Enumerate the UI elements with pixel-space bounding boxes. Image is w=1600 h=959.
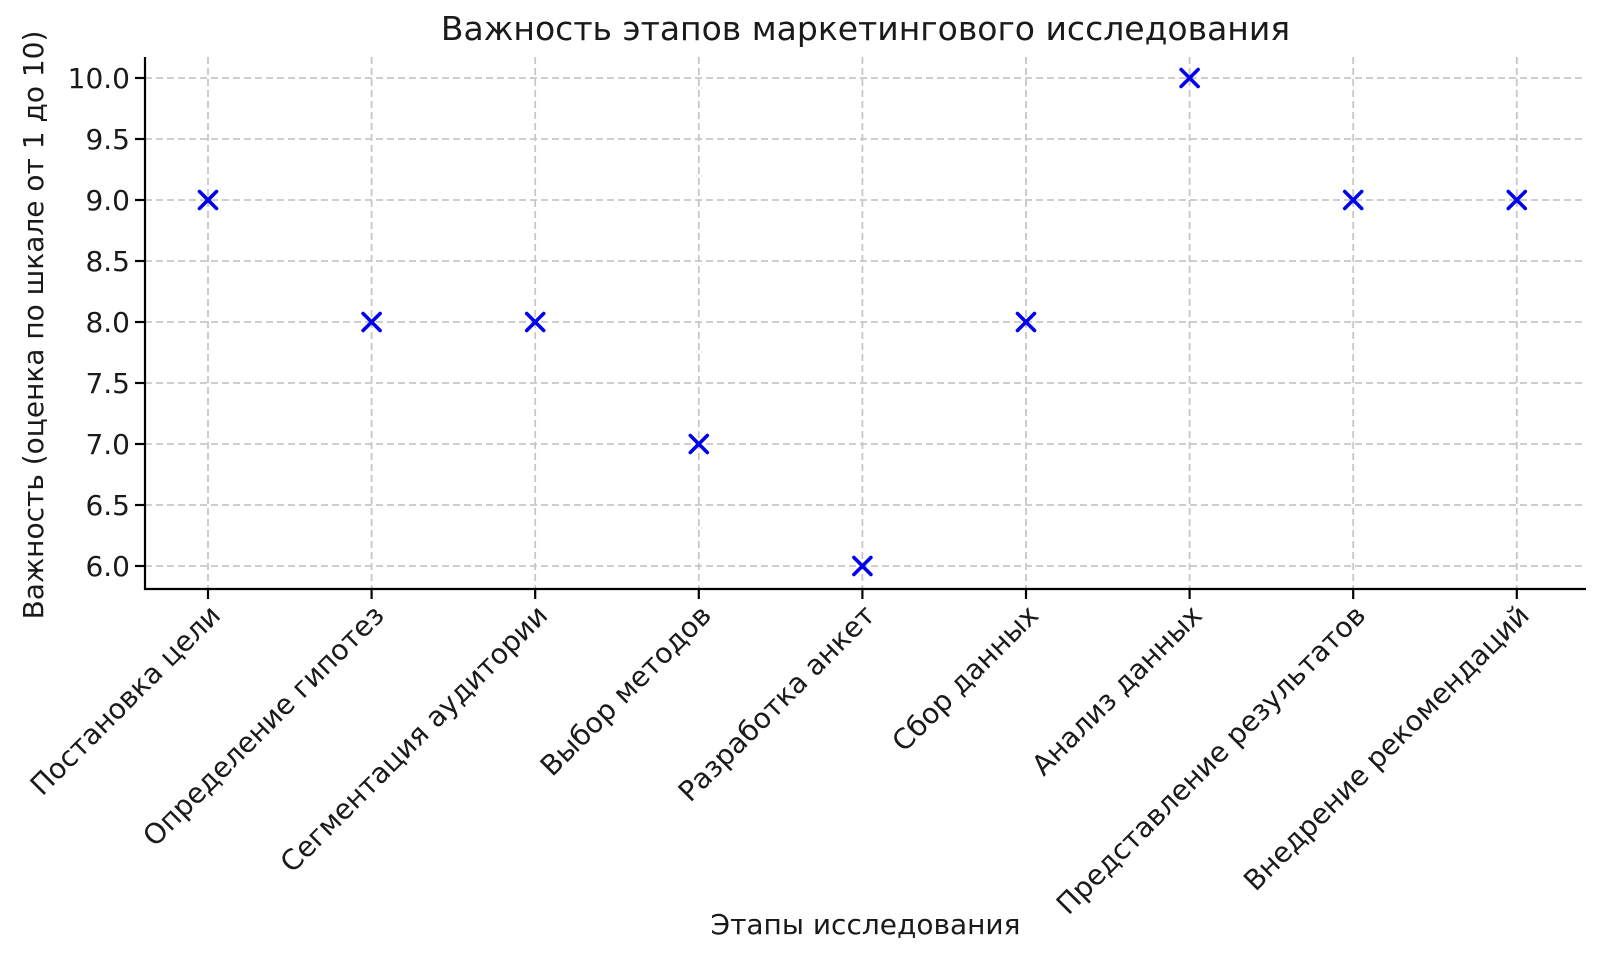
y-tick-label: 8.0 bbox=[85, 306, 130, 339]
x-tick-label: Сегментация аудитории bbox=[274, 599, 554, 879]
chart-title: Важность этапов маркетингового исследова… bbox=[440, 9, 1291, 48]
x-tick-label: Сбор данных bbox=[886, 599, 1045, 758]
data-point-marker bbox=[1506, 189, 1528, 211]
x-tick-label: Представление результатов bbox=[1050, 599, 1372, 921]
x-axis-label: Этапы исследования bbox=[710, 908, 1021, 941]
data-point-marker bbox=[688, 433, 710, 455]
data-point-marker bbox=[1342, 189, 1364, 211]
y-tick-label: 8.5 bbox=[85, 245, 130, 278]
y-tick-label: 9.5 bbox=[85, 123, 130, 156]
data-point-marker bbox=[852, 555, 873, 577]
y-tick-label: 6.0 bbox=[85, 550, 130, 583]
y-tick-label: 7.0 bbox=[85, 428, 130, 461]
x-tick-label: Внедрение рекомендаций bbox=[1237, 599, 1536, 898]
data-point-marker bbox=[524, 311, 546, 333]
data-point-marker bbox=[361, 311, 382, 333]
data-point-marker bbox=[1015, 311, 1037, 333]
x-tick-label: Выбор методов bbox=[534, 599, 718, 783]
y-tick-label: 7.5 bbox=[85, 367, 130, 400]
x-tick-label: Анализ данных bbox=[1025, 599, 1208, 782]
data-point-marker bbox=[197, 189, 219, 211]
y-tick-label: 6.5 bbox=[85, 489, 130, 522]
data-point-marker bbox=[1179, 67, 1200, 89]
y-tick-label: 9.0 bbox=[85, 184, 130, 217]
y-tick-label: 10.0 bbox=[68, 62, 130, 95]
